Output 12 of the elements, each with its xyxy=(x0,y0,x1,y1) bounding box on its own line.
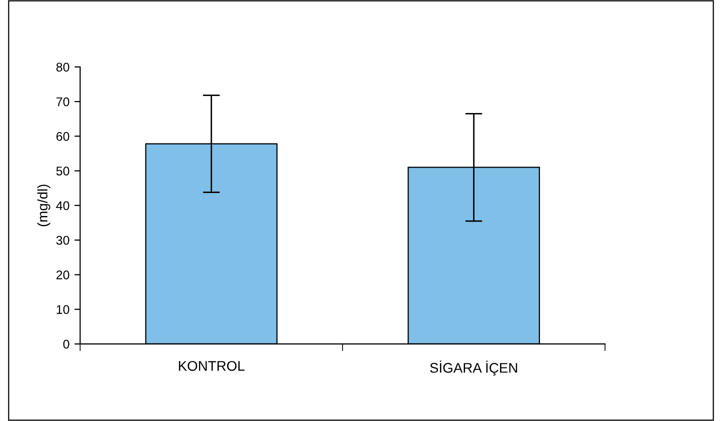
x-tick-label: KONTROL xyxy=(178,360,244,371)
x-tick-label: SİGARA İÇEN xyxy=(430,360,518,376)
y-tick-label: 40 xyxy=(56,201,70,210)
y-tick-label: 10 xyxy=(56,305,70,314)
y-tick-label: 30 xyxy=(56,236,70,245)
y-axis-title: (mg/dl) xyxy=(37,184,50,226)
y-tick-label: 0 xyxy=(63,340,70,349)
y-tick-label: 20 xyxy=(56,270,70,280)
y-tick-label: 60 xyxy=(56,132,70,141)
y-tick-label: 80 xyxy=(56,62,70,72)
y-tick-label: 70 xyxy=(56,97,70,106)
y-tick-label: 50 xyxy=(56,166,70,176)
